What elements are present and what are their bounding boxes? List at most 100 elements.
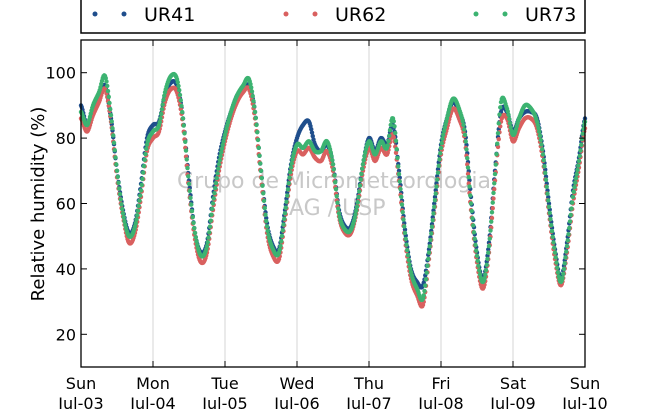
data-point [105,83,110,89]
data-point [142,157,147,163]
data-point [387,127,393,133]
data-point [330,157,335,163]
data-point [572,184,577,190]
data-point [283,205,288,210]
data-point [576,158,582,164]
legend-marker [283,11,289,17]
data-point [486,250,491,255]
data-point [280,228,285,233]
data-point [279,233,285,239]
data-point [219,150,224,155]
data-point [216,166,221,171]
data-point [571,189,576,195]
data-point [574,171,579,177]
data-point [441,128,447,134]
data-point [107,100,112,106]
data-point [505,109,510,114]
data-point [157,119,162,125]
data-point [282,216,287,222]
data-point [579,136,585,142]
data-point [492,181,497,186]
data-point [256,145,261,151]
data-point [182,131,187,136]
data-point [261,191,266,196]
data-point [141,170,146,175]
data-point [194,239,199,244]
data-point [264,224,270,229]
data-point [215,171,220,176]
data-point [310,133,315,139]
data-point [207,230,212,235]
data-point [491,190,496,196]
data-point [405,247,410,253]
data-point [570,200,575,205]
data-point [211,196,216,201]
data-point [210,201,216,206]
watermark-line-2: IAG / USP [283,196,386,221]
data-point [494,152,499,157]
data-point [177,87,182,93]
data-point [248,81,253,87]
data-point [537,129,542,134]
data-point [250,93,255,99]
data-point [408,266,413,271]
data-point [139,182,144,188]
data-point [210,206,215,212]
data-point [426,250,432,255]
data-point [578,148,583,153]
data-point [573,180,578,185]
data-point [493,162,498,167]
data-point [567,225,572,231]
data-point [441,132,446,137]
data-point [135,208,141,213]
data-point [567,219,573,224]
series-ur73 [78,71,588,303]
x-tick-label-day: Tue [210,374,238,393]
data-point [392,124,397,129]
data-point [360,166,365,171]
data-point [261,198,267,204]
data-point [477,272,483,277]
data-point [563,255,568,260]
legend-marker [312,11,318,17]
data-point [403,236,408,242]
data-point [105,88,111,94]
data-point [536,125,541,131]
data-point [477,268,482,273]
data-point [387,133,392,138]
data-point [205,240,210,245]
data-point [213,180,219,186]
data-point [573,176,579,181]
data-point [259,175,264,181]
data-point [251,98,256,104]
data-point [115,174,120,180]
data-point [113,155,118,160]
y-tick-label: 20 [56,325,76,344]
data-point [565,238,570,243]
data-point [290,157,295,162]
data-point [496,136,501,142]
data-point [462,127,467,132]
data-point [254,122,259,128]
data-point [333,186,339,192]
data-point [109,119,114,124]
data-point [111,133,116,138]
legend-item-ur73: UR73 [473,4,576,26]
data-point [212,191,217,196]
data-point [309,130,315,135]
data-point [471,223,476,228]
data-point [540,147,545,152]
data-point [539,142,544,147]
data-point [213,185,218,191]
data-point [160,102,165,107]
data-point [492,187,497,192]
data-point [550,234,555,240]
data-point [491,196,496,201]
y-tick-label: 40 [56,260,76,279]
data-point [474,253,480,259]
data-point [214,175,219,181]
data-point [106,94,111,100]
data-point [562,261,567,266]
data-point [468,201,474,206]
